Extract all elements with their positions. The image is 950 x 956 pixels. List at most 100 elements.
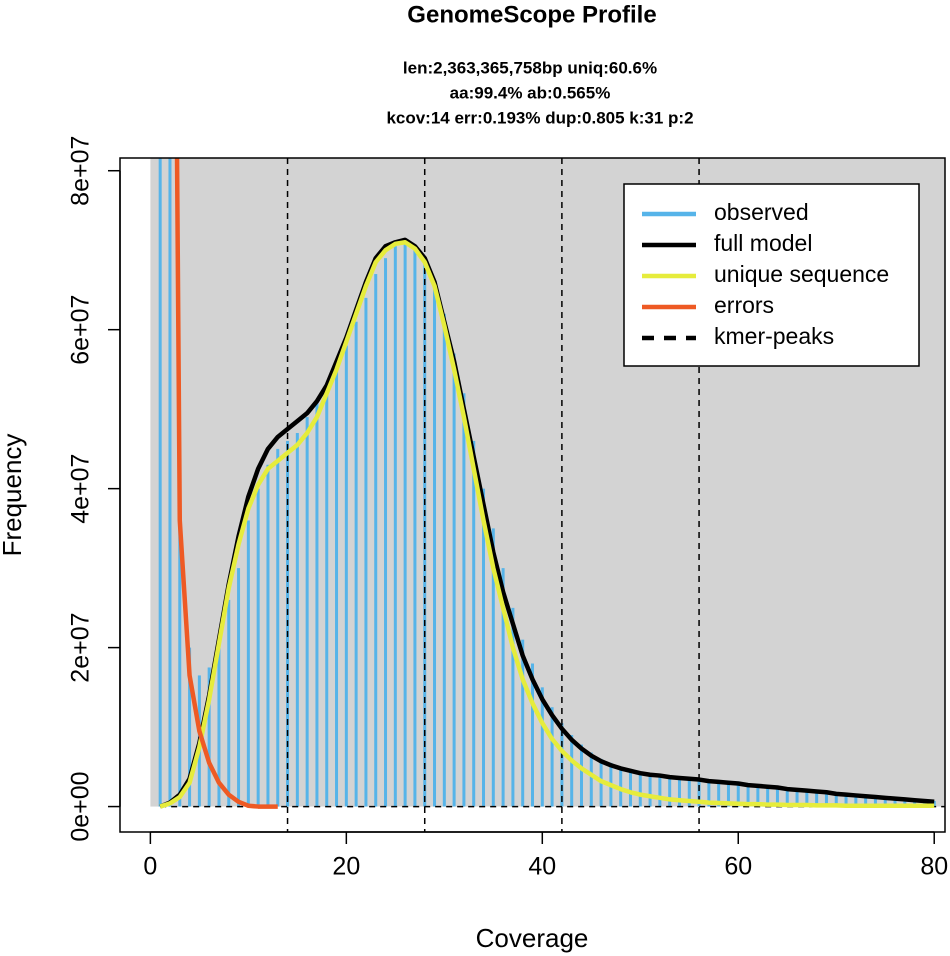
x-axis-label: Coverage: [476, 923, 589, 953]
bar: [511, 607, 515, 807]
bar: [550, 707, 554, 807]
bar: [188, 647, 192, 807]
line: [174, 158, 278, 809]
y-tick-label: 2e+07: [67, 612, 95, 682]
bar: [589, 752, 593, 807]
bar: [736, 784, 740, 807]
bar: [305, 417, 309, 807]
bar: [893, 797, 897, 807]
bar: [158, 158, 162, 807]
bar: [834, 793, 838, 807]
bar: [903, 798, 907, 807]
bar: [677, 778, 681, 807]
bar: [256, 488, 260, 807]
bar: [805, 790, 809, 807]
bar: [707, 781, 711, 807]
legend-label: full model: [714, 230, 812, 256]
bar: [638, 772, 642, 807]
bar: [687, 779, 691, 807]
x-tick-label: 80: [920, 853, 948, 881]
bar: [384, 258, 388, 807]
bar: [393, 246, 397, 807]
bar: [403, 242, 407, 807]
bar: [824, 792, 828, 807]
y-tick-label: 6e+07: [67, 295, 95, 365]
bar: [207, 667, 211, 807]
bar: [579, 744, 583, 807]
bar: [325, 385, 329, 807]
bar: [501, 568, 505, 807]
bar: [442, 313, 446, 807]
legend: observed full model unique sequence errors k…: [623, 183, 920, 367]
x-tick-label: 40: [528, 853, 556, 881]
x-tick-label: 20: [332, 853, 360, 881]
chart-title: GenomeScope Profile: [407, 1, 656, 28]
bar: [628, 770, 632, 807]
subtitle: kcov:14 err:0.193% dup:0.805 k:31 p:2: [386, 108, 693, 127]
bar: [785, 789, 789, 807]
bar: [413, 246, 417, 807]
bar: [756, 786, 760, 807]
bar: [815, 791, 819, 807]
bar: [913, 799, 917, 807]
bar: [452, 353, 456, 807]
bar: [266, 464, 270, 807]
bar: [648, 773, 652, 807]
bar: [570, 735, 574, 807]
bar: [246, 520, 250, 807]
bar: [168, 158, 172, 807]
bar: [531, 663, 534, 807]
bar: [726, 783, 730, 807]
bar: [227, 599, 231, 807]
bar: [315, 401, 319, 807]
bar: [335, 369, 339, 807]
bar: [237, 568, 241, 807]
bar: [482, 488, 486, 807]
bar: [873, 796, 877, 807]
bar: [854, 794, 858, 807]
subtitle: len:2,363,365,758bp uniq:60.6%: [403, 58, 657, 77]
legend-label: observed: [714, 199, 809, 225]
bar: [540, 687, 544, 807]
y-tick-label: 4e+07: [67, 454, 95, 524]
bar: [178, 520, 182, 807]
x-tick-label: 0: [143, 853, 157, 881]
bar: [354, 321, 358, 807]
bar: [462, 393, 466, 807]
y-tick-label: 0e+00: [67, 771, 95, 841]
bar: [795, 789, 799, 807]
legend-label: kmer-peaks: [714, 323, 834, 349]
bar: [217, 639, 221, 807]
legend-label: unique sequence: [714, 261, 889, 287]
bar: [344, 345, 348, 807]
bar: [864, 795, 868, 807]
bar: [295, 433, 299, 807]
bar: [775, 788, 779, 807]
bar: [374, 274, 378, 807]
bar: [697, 780, 701, 807]
bar: [746, 785, 750, 807]
bar: [844, 793, 848, 807]
y-tick-label: 8e+07: [67, 136, 95, 206]
bar: [491, 528, 495, 807]
bar: [717, 782, 721, 807]
bar: [766, 787, 770, 807]
bar: [668, 777, 672, 807]
legend-label: errors: [714, 292, 774, 318]
line: [159, 237, 935, 809]
y-axis-label: Frequency: [0, 434, 27, 557]
x-tick-label: 60: [724, 853, 752, 881]
bar: [276, 448, 280, 807]
bar: [883, 797, 887, 807]
line: [159, 240, 935, 809]
bar: [472, 440, 476, 807]
bar: [433, 281, 437, 807]
bar: [658, 775, 662, 807]
axes: 0 20 40 60 80 0e+00 2e+07 4e+07 6e+07 8e+07: [67, 136, 949, 881]
subtitle: aa:99.4% ab:0.565%: [450, 83, 611, 102]
bar: [521, 639, 525, 807]
bar: [922, 800, 926, 807]
bar: [364, 297, 368, 807]
